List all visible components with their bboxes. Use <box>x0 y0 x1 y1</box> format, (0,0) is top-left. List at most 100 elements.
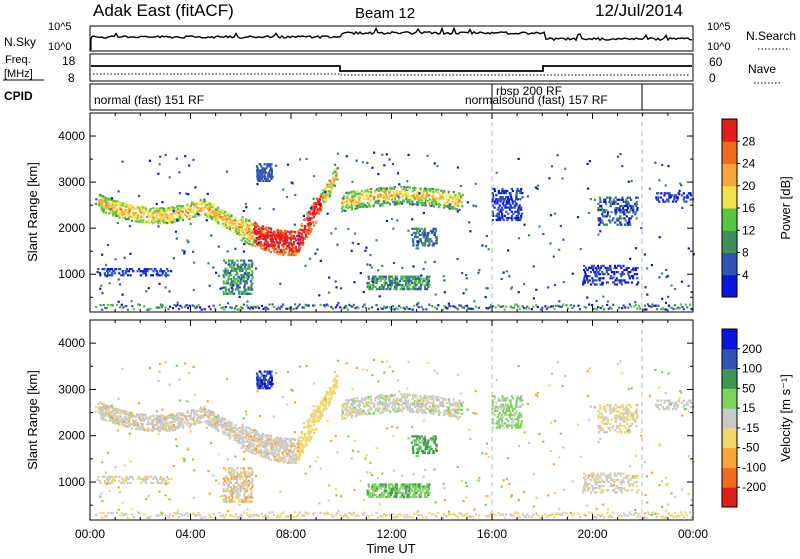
range-gate-cell <box>630 306 632 308</box>
range-gate-cell <box>428 188 430 190</box>
range-gate-cell <box>453 207 455 209</box>
range-gate-cell <box>424 232 426 234</box>
range-gate-cell <box>622 199 624 201</box>
range-gate-cell <box>253 435 255 437</box>
range-gate-cell <box>373 412 375 414</box>
range-gate-cell <box>553 256 555 258</box>
range-gate-cell <box>119 268 121 270</box>
range-gate-cell <box>186 304 188 306</box>
range-gate-cell <box>475 306 477 308</box>
range-gate-cell <box>228 262 230 264</box>
range-gate-cell <box>184 155 186 157</box>
range-gate-cell <box>346 155 348 157</box>
range-gate-cell <box>638 305 640 307</box>
range-gate-cell <box>427 155 429 157</box>
range-gate-cell <box>437 396 439 398</box>
range-gate-cell <box>417 204 419 206</box>
freq-frame <box>90 54 693 81</box>
range-gate-cell <box>354 407 356 409</box>
range-gate-cell <box>253 446 255 448</box>
range-gate-cell <box>605 267 607 269</box>
range-gate-cell <box>660 192 662 194</box>
range-gate-cell <box>541 307 543 309</box>
range-gate-cell <box>516 192 518 194</box>
range-gate-cell <box>363 198 365 200</box>
range-gate-cell <box>229 230 231 232</box>
range-gate-cell <box>279 283 281 285</box>
range-gate-cell <box>245 264 247 266</box>
range-gate-cell <box>142 423 144 425</box>
range-gate-cell <box>225 289 227 291</box>
range-gate-cell <box>313 419 315 421</box>
range-gate-cell <box>496 198 498 200</box>
range-gate-cell <box>233 293 235 295</box>
range-gate-cell <box>461 201 463 203</box>
range-gate-cell <box>420 234 422 236</box>
range-gate-cell <box>636 201 638 203</box>
range-gate-cell <box>517 190 519 192</box>
range-gate-cell <box>370 408 372 410</box>
range-gate-cell <box>396 276 398 278</box>
range-gate-cell <box>609 199 611 201</box>
range-gate-cell <box>104 274 106 276</box>
range-gate-cell <box>351 398 353 400</box>
range-gate-cell <box>407 400 409 402</box>
range-gate-cell <box>426 401 428 403</box>
range-gate-cell <box>681 306 683 308</box>
range-gate-cell <box>591 277 593 279</box>
range-gate-cell <box>251 264 253 266</box>
range-gate-cell <box>264 163 266 165</box>
range-gate-cell <box>428 284 430 286</box>
range-gate-cell <box>577 305 579 307</box>
range-gate-cell <box>637 197 639 199</box>
range-gate-cell <box>644 286 646 288</box>
range-gate-cell <box>554 284 556 286</box>
range-gate-cell <box>512 190 514 192</box>
range-gate-cell <box>112 304 114 306</box>
range-gate-cell <box>150 208 152 210</box>
range-gate-cell <box>179 192 181 194</box>
range-gate-cell <box>318 294 320 296</box>
range-gate-cell <box>242 426 244 428</box>
range-gate-cell <box>401 191 403 193</box>
range-gate-cell <box>553 308 555 310</box>
range-gate-cell <box>286 247 288 249</box>
range-gate-cell <box>665 302 667 304</box>
range-gate-cell <box>146 268 148 270</box>
range-gate-cell <box>255 229 257 231</box>
range-gate-cell <box>416 398 418 400</box>
range-gate-cell <box>176 237 178 239</box>
range-gate-cell <box>630 217 632 219</box>
range-gate-cell <box>685 304 687 306</box>
range-gate-cell <box>632 211 634 213</box>
range-gate-cell <box>506 270 508 272</box>
range-gate-cell <box>525 308 527 310</box>
range-gate-cell <box>116 411 118 413</box>
range-gate-cell <box>465 274 467 276</box>
range-gate-cell <box>445 402 447 404</box>
range-gate-cell <box>306 158 308 160</box>
range-gate-cell <box>124 257 126 259</box>
range-gate-cell <box>393 262 395 264</box>
range-gate-cell <box>422 308 424 310</box>
range-gate-cell <box>424 284 426 286</box>
range-gate-cell <box>596 308 598 310</box>
range-gate-cell <box>162 421 164 423</box>
range-gate-cell <box>249 268 251 270</box>
range-gate-cell <box>125 214 127 216</box>
range-gate-cell <box>501 278 503 280</box>
range-gate-cell <box>599 199 601 201</box>
range-gate-cell <box>475 183 477 185</box>
range-gate-cell <box>335 384 337 386</box>
range-gate-cell <box>473 205 475 207</box>
range-gate-cell <box>412 190 414 192</box>
range-gate-cell <box>244 433 246 435</box>
range-gate-cell <box>105 419 107 421</box>
range-gate-cell <box>503 272 505 274</box>
range-gate-cell <box>246 304 248 306</box>
range-gate-cell <box>186 240 188 242</box>
range-gate-cell <box>675 194 677 196</box>
range-gate-cell <box>178 205 180 207</box>
range-gate-cell <box>449 305 451 307</box>
range-gate-cell <box>235 274 237 276</box>
